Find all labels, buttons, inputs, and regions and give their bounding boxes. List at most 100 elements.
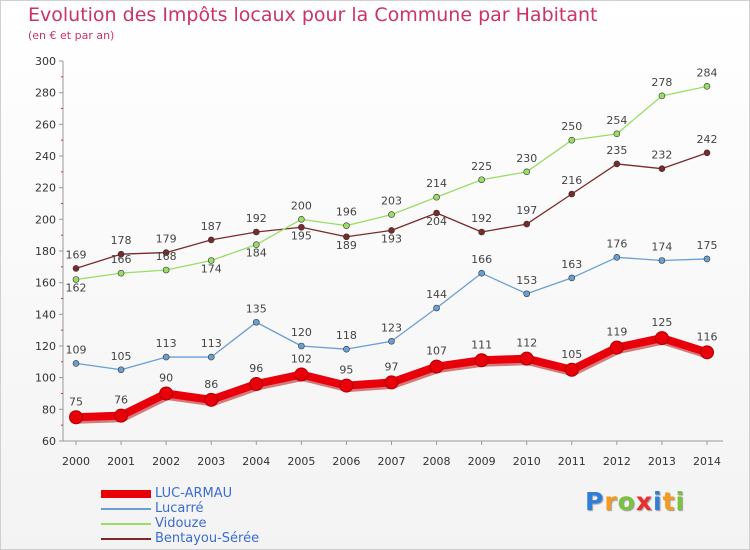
data-point [568, 136, 576, 144]
legend-label: Bentayou-Sérée [155, 531, 260, 546]
data-point [658, 165, 666, 172]
data-point [609, 340, 624, 355]
data-label: 113 [156, 337, 177, 350]
data-point [433, 193, 440, 201]
legend-swatch [101, 523, 151, 525]
data-point [519, 351, 534, 366]
data-label: 284 [697, 66, 718, 79]
data-label: 200 [291, 199, 312, 212]
data-label: 235 [606, 144, 627, 157]
data-label: 105 [111, 350, 132, 363]
data-label: 119 [606, 326, 627, 339]
data-label: 118 [336, 329, 357, 342]
data-label: 97 [385, 360, 399, 373]
x-tick-label: 2004 [242, 455, 270, 468]
data-point [703, 255, 711, 263]
data-label: 174 [201, 263, 222, 276]
data-label: 196 [336, 206, 357, 219]
data-point [249, 377, 264, 391]
data-label: 232 [651, 149, 672, 162]
data-point [159, 386, 174, 401]
data-label: 111 [471, 338, 492, 351]
data-point [162, 249, 170, 256]
data-label: 192 [471, 212, 492, 225]
x-tick-label: 2002 [152, 455, 180, 468]
data-labels: 75 76 90 86 96 102 95 97 107 111 112 105 119 125 116 10… [66, 66, 718, 408]
y-tick-label: 180 [35, 245, 56, 258]
logo-letter: r [604, 487, 618, 516]
data-point [298, 342, 305, 350]
data-label: 168 [156, 250, 177, 263]
data-point [478, 176, 485, 184]
logo-letter: x [635, 487, 653, 516]
y-tick-label: 240 [35, 150, 56, 163]
x-tick-label: 2010 [513, 455, 541, 468]
data-label: 163 [561, 258, 582, 271]
data-point [294, 367, 309, 382]
logo-letter: i [653, 487, 663, 516]
axes: 60 80 100 120 140 160 180 200 220 240 260 280 300 200… [35, 55, 723, 468]
data-point [69, 410, 83, 425]
data-label: 120 [291, 326, 312, 339]
data-point [117, 250, 125, 258]
data-point [700, 345, 714, 360]
data-label: 193 [381, 232, 402, 245]
data-label: 95 [339, 364, 353, 377]
data-point [433, 209, 440, 217]
data-point [204, 392, 219, 407]
data-point [343, 233, 350, 241]
y-tick-label: 60 [42, 435, 56, 448]
data-label: 242 [697, 133, 718, 146]
y-tick-label: 260 [35, 118, 56, 131]
data-label: 179 [156, 233, 177, 246]
data-point [298, 223, 305, 231]
x-tick-label: 2012 [603, 455, 631, 468]
data-label: 75 [69, 395, 83, 408]
data-point [658, 257, 666, 264]
chart-subtitle: (en € et par an) [28, 29, 115, 42]
data-label: 195 [291, 229, 312, 242]
y-tick-label: 220 [35, 182, 56, 195]
data-label: 176 [606, 237, 627, 250]
data-label: 225 [471, 160, 492, 173]
data-label: 178 [111, 234, 132, 247]
y-tick-label: 280 [35, 87, 56, 100]
data-point [433, 304, 440, 312]
data-point [523, 290, 531, 298]
x-tick-label: 2006 [332, 455, 360, 468]
data-label: 166 [111, 253, 132, 266]
data-label: 76 [114, 394, 128, 407]
data-point [207, 257, 215, 264]
y-tick-label: 300 [35, 55, 56, 68]
data-label: 105 [561, 348, 582, 361]
x-tick-label: 2013 [648, 455, 676, 468]
data-point [658, 92, 666, 100]
data-point [252, 241, 260, 248]
data-label: 153 [516, 274, 537, 287]
data-label: 203 [381, 195, 402, 208]
legend-label: Vidouze [155, 516, 207, 531]
x-tick-label: 2005 [287, 455, 315, 468]
data-point [523, 168, 531, 176]
data-point [568, 274, 576, 282]
data-point [613, 130, 621, 138]
y-tick-label: 200 [35, 213, 56, 226]
data-label: 278 [651, 76, 672, 89]
data-label: 162 [66, 282, 87, 295]
data-label: 96 [249, 362, 263, 375]
x-tick-label: 2001 [107, 455, 135, 468]
data-label: 169 [66, 248, 87, 261]
data-point [114, 408, 129, 423]
data-point [523, 220, 531, 228]
logo-letter: P [585, 487, 605, 516]
data-point [343, 222, 350, 229]
data-point [388, 227, 395, 234]
data-label: 187 [201, 220, 222, 233]
data-point [117, 366, 125, 374]
data-label: 112 [516, 337, 537, 350]
legend-swatch [101, 538, 151, 540]
data-point [429, 359, 444, 374]
y-tick-label: 100 [35, 372, 56, 385]
data-point [384, 375, 399, 390]
